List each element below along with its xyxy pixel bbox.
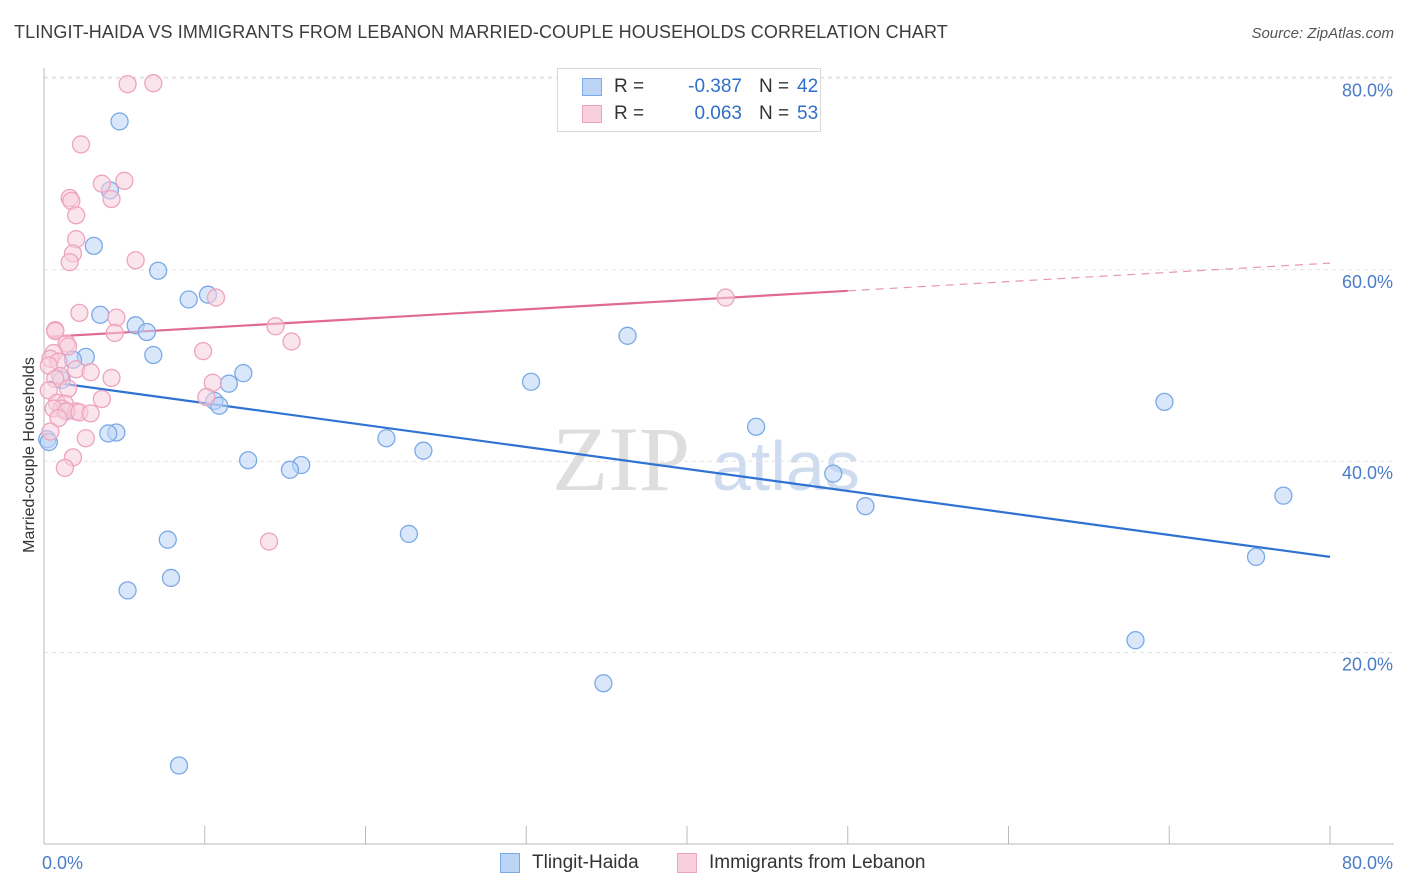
data-point-lebanon bbox=[107, 308, 126, 327]
data-point-tlingit-haida bbox=[234, 364, 253, 383]
source-label: Source: ZipAtlas.com bbox=[1251, 25, 1394, 42]
data-point-lebanon bbox=[193, 341, 213, 361]
legend-n-label: N = bbox=[759, 103, 790, 124]
data-point-lebanon bbox=[67, 206, 86, 225]
data-point-tlingit-haida bbox=[280, 460, 300, 479]
data-point-tlingit-haida bbox=[521, 372, 541, 391]
data-point-lebanon bbox=[126, 251, 145, 270]
data-point-lebanon bbox=[81, 363, 100, 382]
data-point-lebanon bbox=[105, 323, 124, 343]
trend-line-lebanon bbox=[48, 289, 848, 338]
data-point-lebanon bbox=[92, 174, 112, 193]
data-point-tlingit-haida bbox=[84, 236, 103, 256]
data-point-lebanon bbox=[102, 189, 121, 209]
data-point-tlingit-haida bbox=[594, 674, 613, 693]
data-points bbox=[38, 74, 1293, 775]
data-point-lebanon bbox=[92, 389, 112, 409]
chart-title: TLINGIT-HAIDA VS IMMIGRANTS FROM LEBANON… bbox=[14, 22, 948, 42]
data-point-lebanon bbox=[71, 135, 91, 154]
legend-r-label: R = bbox=[614, 103, 645, 124]
y-tick-label: 40.0% bbox=[1342, 463, 1393, 483]
data-point-tlingit-haida bbox=[399, 524, 419, 544]
data-point-lebanon bbox=[282, 332, 301, 351]
data-point-tlingit-haida bbox=[414, 441, 433, 460]
data-point-tlingit-haida bbox=[1246, 547, 1266, 567]
y-tick-label: 60.0% bbox=[1342, 272, 1393, 292]
data-point-tlingit-haida bbox=[824, 464, 843, 483]
data-point-tlingit-haida bbox=[210, 396, 229, 415]
data-point-tlingit-haida bbox=[161, 568, 181, 588]
data-point-tlingit-haida bbox=[144, 345, 163, 365]
data-point-tlingit-haida bbox=[137, 322, 157, 342]
y-tick-label: 80.0% bbox=[1342, 80, 1393, 100]
data-point-lebanon bbox=[41, 422, 60, 441]
legend-r-label: R = bbox=[614, 76, 645, 97]
x-axis-ticks bbox=[43, 826, 1331, 844]
legend-r-value: 0.063 bbox=[694, 103, 742, 124]
legend-n-value: 53 bbox=[797, 103, 819, 124]
data-point-tlingit-haida bbox=[618, 326, 637, 345]
data-point-tlingit-haida bbox=[1126, 631, 1145, 650]
data-point-tlingit-haida bbox=[239, 451, 258, 470]
data-point-lebanon bbox=[55, 458, 75, 478]
data-point-tlingit-haida bbox=[110, 112, 129, 131]
data-point-tlingit-haida bbox=[377, 429, 396, 448]
data-point-tlingit-haida bbox=[746, 417, 766, 436]
data-point-lebanon bbox=[81, 404, 100, 423]
legend-n-label: N = bbox=[759, 76, 790, 97]
data-point-lebanon bbox=[60, 252, 79, 272]
trend-line-tlingit-haida bbox=[48, 380, 1331, 558]
data-point-lebanon bbox=[76, 429, 95, 448]
legend-swatch-pink bbox=[582, 105, 602, 123]
data-point-tlingit-haida bbox=[169, 756, 189, 775]
x-tick-label: 0.0% bbox=[42, 853, 83, 873]
data-point-lebanon bbox=[716, 288, 735, 307]
data-point-tlingit-haida bbox=[118, 581, 137, 600]
data-point-tlingit-haida bbox=[158, 530, 177, 549]
data-point-tlingit-haida bbox=[856, 497, 875, 516]
watermark: ZIP atlas bbox=[552, 408, 860, 510]
data-point-tlingit-haida bbox=[99, 424, 118, 443]
data-point-lebanon bbox=[115, 171, 134, 190]
data-point-lebanon bbox=[118, 74, 137, 94]
data-point-lebanon bbox=[102, 368, 121, 388]
data-point-lebanon bbox=[46, 321, 65, 341]
data-point-tlingit-haida bbox=[219, 374, 239, 393]
data-point-lebanon bbox=[266, 317, 285, 336]
series-swatch-blue bbox=[500, 853, 520, 873]
data-point-lebanon bbox=[197, 387, 216, 407]
trend-line-extension bbox=[847, 262, 1331, 292]
data-point-tlingit-haida bbox=[1155, 392, 1174, 412]
legend-r-value: -0.387 bbox=[688, 76, 742, 97]
legend-n-value: 42 bbox=[797, 76, 819, 97]
data-point-tlingit-haida bbox=[179, 290, 198, 309]
x-tick-label: 80.0% bbox=[1342, 853, 1393, 873]
data-point-tlingit-haida bbox=[148, 261, 168, 280]
data-point-lebanon bbox=[58, 379, 78, 398]
legend-swatch-blue bbox=[582, 78, 602, 96]
data-point-lebanon bbox=[70, 303, 89, 323]
y-tick-label: 20.0% bbox=[1342, 655, 1393, 675]
correlation-legend: R = -0.387 N = 42 R = 0.063 N = 53 bbox=[557, 68, 821, 132]
data-point-tlingit-haida bbox=[1274, 486, 1293, 505]
series-name: Immigrants from Lebanon bbox=[709, 852, 926, 873]
data-point-lebanon bbox=[144, 74, 163, 93]
data-point-lebanon bbox=[49, 408, 68, 428]
tick-labels: 20.0% 40.0% 60.0% 80.0% 0.0% 80.0% bbox=[42, 80, 1393, 873]
series-name: Tlingit-Haida bbox=[532, 852, 639, 873]
trend-lines bbox=[48, 262, 1331, 558]
data-point-lebanon bbox=[206, 288, 226, 307]
y-axis-label: Married-couple Households bbox=[21, 357, 38, 553]
data-point-lebanon bbox=[259, 532, 279, 551]
data-point-tlingit-haida bbox=[91, 305, 110, 324]
series-swatch-pink bbox=[677, 853, 697, 873]
